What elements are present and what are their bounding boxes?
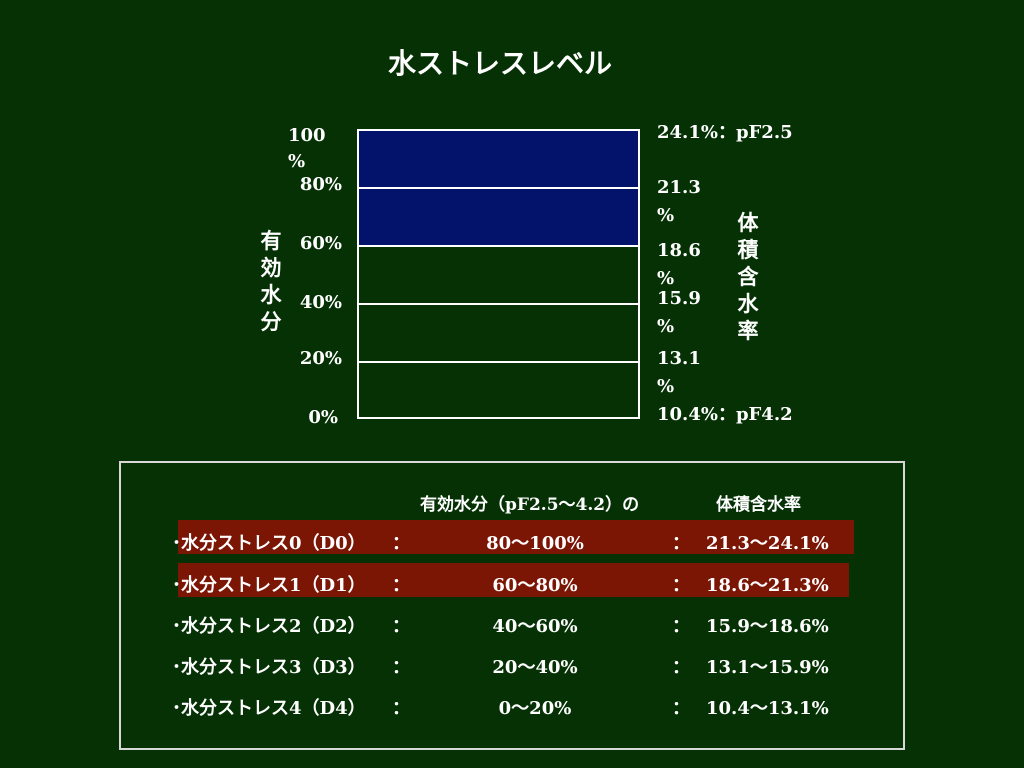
row-volumetric-water: 13.1～15.9% bbox=[706, 657, 829, 678]
left-axis-label: 有 効 水 分 bbox=[260, 229, 282, 334]
slide-title: 水ストレスレベル bbox=[387, 47, 612, 80]
water-level-gauge bbox=[357, 129, 640, 419]
right-tick-18-6: 18.6% bbox=[657, 240, 701, 289]
row-separator: ： bbox=[392, 575, 410, 596]
row-volumetric-water: 10.4～13.1% bbox=[706, 698, 829, 719]
right-axis-label: 体 積 含 水 率 bbox=[737, 211, 759, 343]
gridline-20 bbox=[359, 361, 638, 363]
left-tick-80: 80% bbox=[299, 174, 342, 195]
row-separator: ： bbox=[672, 575, 690, 596]
gridline-80 bbox=[359, 187, 638, 189]
row-stress-name: ･水分ストレス1（D1） bbox=[172, 575, 366, 596]
gridline-60 bbox=[359, 245, 638, 247]
right-tick-21-3: 21.3% bbox=[657, 177, 701, 226]
row-available-water: 80～100% bbox=[486, 533, 584, 554]
left-tick-40: 40% bbox=[299, 292, 342, 313]
row-stress-name: ･水分ストレス2（D2） bbox=[172, 616, 366, 637]
row-separator: ： bbox=[672, 657, 690, 678]
row-available-water: 0～20% bbox=[498, 698, 572, 719]
left-tick-0: 0% bbox=[308, 407, 338, 428]
right-tick-10-4: 10.4%：pF4.2 bbox=[657, 404, 793, 425]
row-available-water: 40～60% bbox=[492, 616, 578, 637]
row-separator: ： bbox=[672, 698, 690, 719]
row-separator: ： bbox=[672, 616, 690, 637]
row-volumetric-water: 15.9～18.6% bbox=[706, 616, 829, 637]
right-tick-13-1: 13.1% bbox=[657, 348, 701, 397]
left-tick-60: 60% bbox=[299, 233, 342, 254]
header-volumetric-water: 体積含水率 bbox=[716, 495, 801, 515]
left-tick-100: 100 % bbox=[288, 125, 326, 172]
row-stress-name: ･水分ストレス0（D0） bbox=[172, 533, 366, 554]
row-available-water: 60～80% bbox=[492, 575, 578, 596]
left-tick-20: 20% bbox=[299, 348, 342, 369]
table-row-highlight-d0 bbox=[178, 520, 854, 554]
gridline-40 bbox=[359, 303, 638, 305]
row-separator: ： bbox=[392, 657, 410, 678]
row-separator: ： bbox=[672, 533, 690, 554]
row-separator: ： bbox=[392, 698, 410, 719]
right-tick-24-1: 24.1%：pF2.5 bbox=[657, 122, 793, 143]
row-volumetric-water: 21.3～24.1% bbox=[706, 533, 829, 554]
row-separator: ： bbox=[392, 616, 410, 637]
table-row-highlight-d1 bbox=[178, 563, 849, 597]
row-available-water: 20～40% bbox=[492, 657, 578, 678]
row-separator: ： bbox=[392, 533, 410, 554]
row-stress-name: ･水分ストレス4（D4） bbox=[172, 698, 366, 719]
row-volumetric-water: 18.6～21.3% bbox=[706, 575, 829, 596]
row-stress-name: ･水分ストレス3（D3） bbox=[172, 657, 366, 678]
stress-level-table bbox=[119, 461, 905, 750]
right-tick-15-9: 15.9% bbox=[657, 288, 701, 337]
header-available-water: 有効水分（pF2.5～4.2）の bbox=[420, 495, 640, 515]
